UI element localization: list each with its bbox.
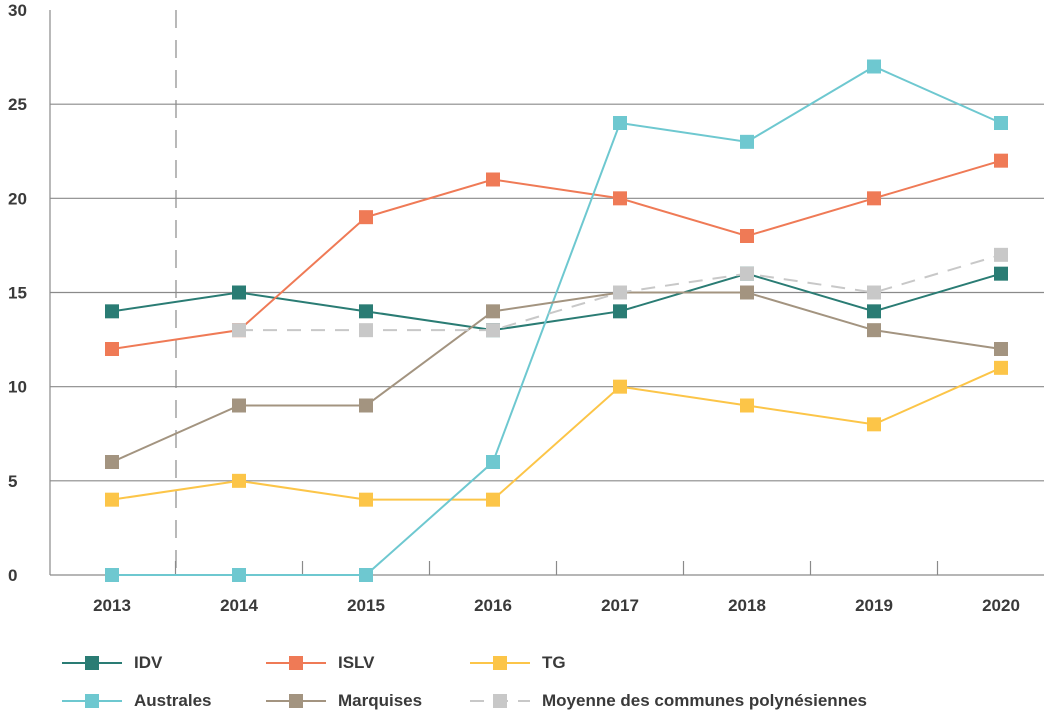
- x-tick-label: 2020: [982, 596, 1020, 615]
- series-point: [105, 455, 119, 469]
- series-point: [994, 247, 1008, 262]
- y-tick-label: 30: [8, 1, 27, 20]
- series-point: [613, 285, 627, 300]
- series-point: [994, 116, 1008, 130]
- x-tick-label: 2017: [601, 596, 639, 615]
- series-point: [105, 342, 119, 356]
- series-group: [105, 59, 1008, 582]
- series-3: [105, 59, 1008, 582]
- series-point: [867, 191, 881, 206]
- series-point: [994, 266, 1008, 281]
- series-point: [740, 266, 754, 281]
- series-point: [359, 210, 373, 225]
- series-point: [994, 360, 1008, 375]
- series-point: [740, 229, 754, 243]
- series-point: [740, 285, 754, 300]
- series-line: [111, 291, 1002, 463]
- series-point: [232, 568, 246, 582]
- series-point: [613, 304, 627, 319]
- series-point: [486, 172, 500, 187]
- x-tick-label: 2015: [347, 596, 385, 615]
- series-point: [994, 342, 1008, 356]
- series-2: [105, 360, 1008, 507]
- series-point: [359, 398, 373, 413]
- series-point: [105, 492, 119, 507]
- y-tick-label: 15: [8, 284, 27, 303]
- series-point: [740, 398, 754, 413]
- series-point: [359, 492, 373, 507]
- series-point: [232, 285, 246, 300]
- x-tick-label: 2018: [728, 596, 766, 615]
- x-tick-label: 2019: [855, 596, 893, 615]
- series-point: [867, 323, 881, 338]
- y-tick-label: 0: [8, 566, 17, 585]
- series-point: [613, 191, 627, 206]
- series-point: [105, 304, 119, 319]
- series-point: [740, 134, 754, 149]
- series-point: [486, 455, 500, 469]
- series-line: [111, 159, 1002, 350]
- series-point: [359, 323, 373, 338]
- series-point: [867, 304, 881, 319]
- series-point: [232, 323, 246, 338]
- series-point: [486, 304, 500, 319]
- series-5: [232, 247, 1008, 338]
- series-point: [486, 323, 500, 338]
- series-4: [105, 285, 1008, 469]
- series-point: [232, 398, 246, 413]
- series-line: [112, 65, 1002, 576]
- y-axis-ticks: 0 5 10 15 20 25 30: [8, 1, 27, 585]
- y-tick-label: 5: [8, 472, 17, 491]
- series-point: [359, 568, 373, 582]
- series-point: [867, 59, 881, 74]
- series-line: [111, 366, 1002, 501]
- x-axis-ticks: 2013 2014 2015 2016 2017 2018 2019 2020: [93, 561, 1020, 615]
- series-point: [613, 116, 627, 130]
- series-point: [613, 379, 627, 394]
- series-point: [867, 285, 881, 300]
- series-point: [105, 568, 119, 582]
- series-point: [359, 304, 373, 319]
- series-point: [486, 492, 500, 507]
- y-tick-label: 25: [8, 95, 27, 114]
- series-point: [232, 473, 246, 488]
- x-tick-label: 2016: [474, 596, 512, 615]
- series-point: [994, 153, 1008, 168]
- x-tick-label: 2013: [93, 596, 131, 615]
- series-point: [867, 417, 881, 432]
- y-tick-label: 10: [8, 378, 27, 397]
- y-tick-label: 20: [8, 189, 27, 208]
- x-tick-label: 2014: [220, 596, 258, 615]
- series-line: [111, 272, 1002, 332]
